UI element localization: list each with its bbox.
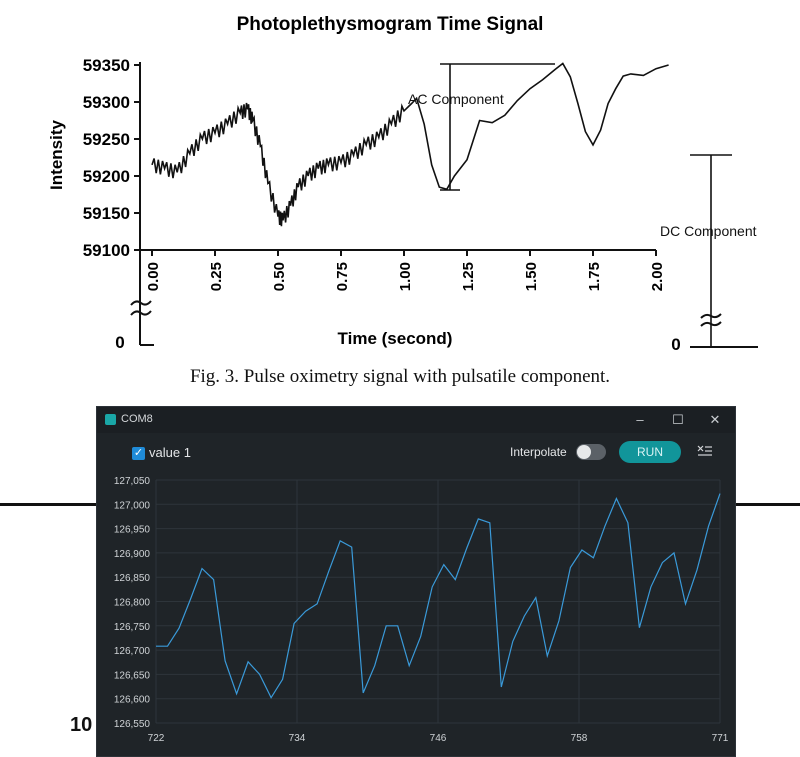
run-button[interactable]: RUN (619, 441, 681, 463)
app-icon (105, 414, 116, 425)
axis-zero-label: 0 (115, 333, 124, 352)
x-tick-label: 0.00 (145, 262, 162, 291)
x-tick-label: 0.25 (208, 262, 225, 291)
y-tick-label: 127,000 (114, 500, 151, 511)
figure-caption: Fig. 3. Pulse oximetry signal with pulsa… (189, 366, 611, 387)
y-tick-label: 126,600 (114, 695, 151, 706)
x-tick-label: 0.50 (271, 262, 288, 291)
y-tick-label: 126,950 (114, 525, 151, 536)
serial-plot: 127,050 127,000 126,950 126,900 126,850 126,8… (114, 476, 729, 744)
y-tick-label: 126,850 (114, 573, 151, 584)
axis-break-mark (130, 300, 152, 316)
y-tick-label: 126,750 (114, 622, 151, 633)
y-tick-label: 59100 (83, 241, 130, 260)
side-zero-label: 0 (671, 335, 680, 354)
y-tick-label: 126,550 (114, 719, 151, 730)
toggle-knob (577, 445, 591, 459)
partial-page-text: 10 (70, 714, 93, 736)
series-checkbox[interactable]: ✓ (132, 447, 145, 460)
y-tick-label: 126,800 (114, 598, 151, 609)
y-tick-label: 59250 (83, 130, 130, 149)
y-tick-label: 59150 (83, 204, 130, 223)
y-tick-label: 59300 (83, 93, 130, 112)
x-tick-label: 722 (148, 733, 165, 744)
x-axis-label: Time (second) (338, 329, 453, 348)
interpolate-toggle[interactable] (576, 444, 606, 460)
series-label: value 1 (149, 445, 191, 460)
window-title: COM8 (121, 413, 153, 425)
x-tick-label: 1.25 (460, 262, 477, 291)
chart-title: Photoplethysmogram Time Signal (237, 14, 544, 35)
x-tick-label: 1.50 (523, 262, 540, 291)
ac-annotation: AC Component (408, 91, 504, 107)
ppg-signal-line (151, 62, 669, 227)
x-tick-label: 2.00 (649, 262, 666, 291)
serial-plotter-window: COM8 – ☐ ✕ ✓ value 1 Interpolate RUN 127… (96, 406, 736, 757)
interpolate-label: Interpolate (510, 445, 567, 459)
x-tick-label: 758 (571, 733, 588, 744)
y-tick-label: 127,050 (114, 476, 151, 487)
window-titlebar[interactable]: COM8 – ☐ ✕ (97, 407, 735, 433)
dc-break-mark (700, 313, 722, 327)
clear-menu-icon[interactable] (697, 443, 713, 459)
maximize-icon[interactable]: ☐ (672, 412, 684, 427)
x-tick-label: 734 (289, 733, 306, 744)
x-tick-label: 746 (430, 733, 447, 744)
y-tick-label: 59200 (83, 167, 130, 186)
value-1-series-line (156, 493, 721, 699)
y-tick-label: 126,900 (114, 549, 151, 560)
close-icon[interactable]: ✕ (709, 412, 721, 427)
minimize-icon[interactable]: – (636, 412, 644, 427)
x-tick-label: 0.75 (334, 262, 351, 291)
x-tick-label: 1.75 (586, 262, 603, 291)
y-tick-label: 59350 (83, 56, 130, 75)
y-axis-label: Intensity (47, 120, 66, 190)
y-tick-label: 126,700 (114, 646, 151, 657)
x-tick-label: 771 (712, 733, 729, 744)
ppg-figure: Photoplethysmogram Time Signal 0 59350 5930… (47, 14, 758, 354)
dc-annotation: DC Component (660, 223, 757, 239)
y-tick-label: 126,650 (114, 670, 151, 681)
x-tick-label: 1.00 (397, 262, 414, 291)
